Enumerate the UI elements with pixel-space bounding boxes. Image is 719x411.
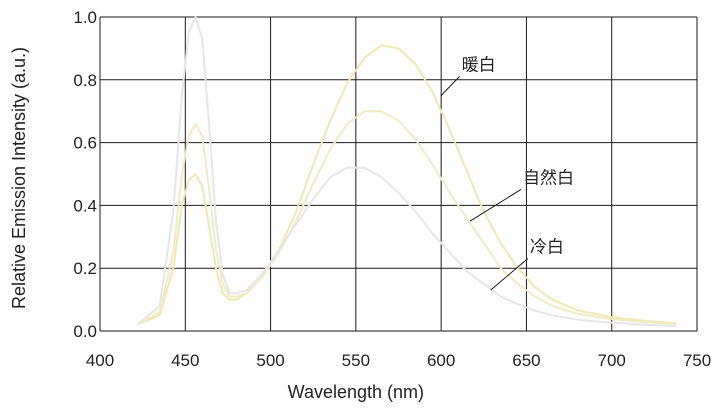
- x-tick-label-450: 450: [171, 351, 199, 370]
- x-tick-label-750: 750: [683, 351, 711, 370]
- annotation-label-2: 冷白: [530, 238, 564, 258]
- series-lines: [138, 17, 677, 326]
- y-tick-label-1.0: 1.0: [73, 8, 97, 27]
- y-tick-label-0.8: 0.8: [73, 71, 97, 90]
- annotation-leader-0: [441, 76, 459, 95]
- annotation-label-0: 暖白: [462, 55, 496, 75]
- y-axis-tick-labels: 0.0 0.2 0.4 0.6 0.8 1.0: [73, 8, 97, 341]
- x-tick-label-400: 400: [86, 351, 114, 370]
- annotation-label-1: 自然白: [523, 168, 574, 188]
- series-line-1: [138, 111, 677, 325]
- y-axis-title: Relative Emission Intensity (a.u.): [9, 47, 29, 309]
- y-tick-label-0.2: 0.2: [73, 259, 97, 278]
- x-axis-title: Wavelength (nm): [288, 382, 424, 402]
- y-tick-label-0.6: 0.6: [73, 134, 97, 153]
- x-tick-label-700: 700: [598, 351, 626, 370]
- x-axis-tick-labels: 400 450 500 550 600 650 700 750: [86, 351, 711, 370]
- grid-lines: [100, 17, 697, 331]
- x-tick-label-600: 600: [427, 351, 455, 370]
- y-tick-label-0.4: 0.4: [73, 196, 97, 215]
- y-tick-label-0.0: 0.0: [73, 322, 97, 341]
- x-tick-label-500: 500: [256, 351, 284, 370]
- x-tick-label-650: 650: [512, 351, 540, 370]
- series-line-0: [138, 45, 677, 324]
- x-tick-label-550: 550: [342, 351, 370, 370]
